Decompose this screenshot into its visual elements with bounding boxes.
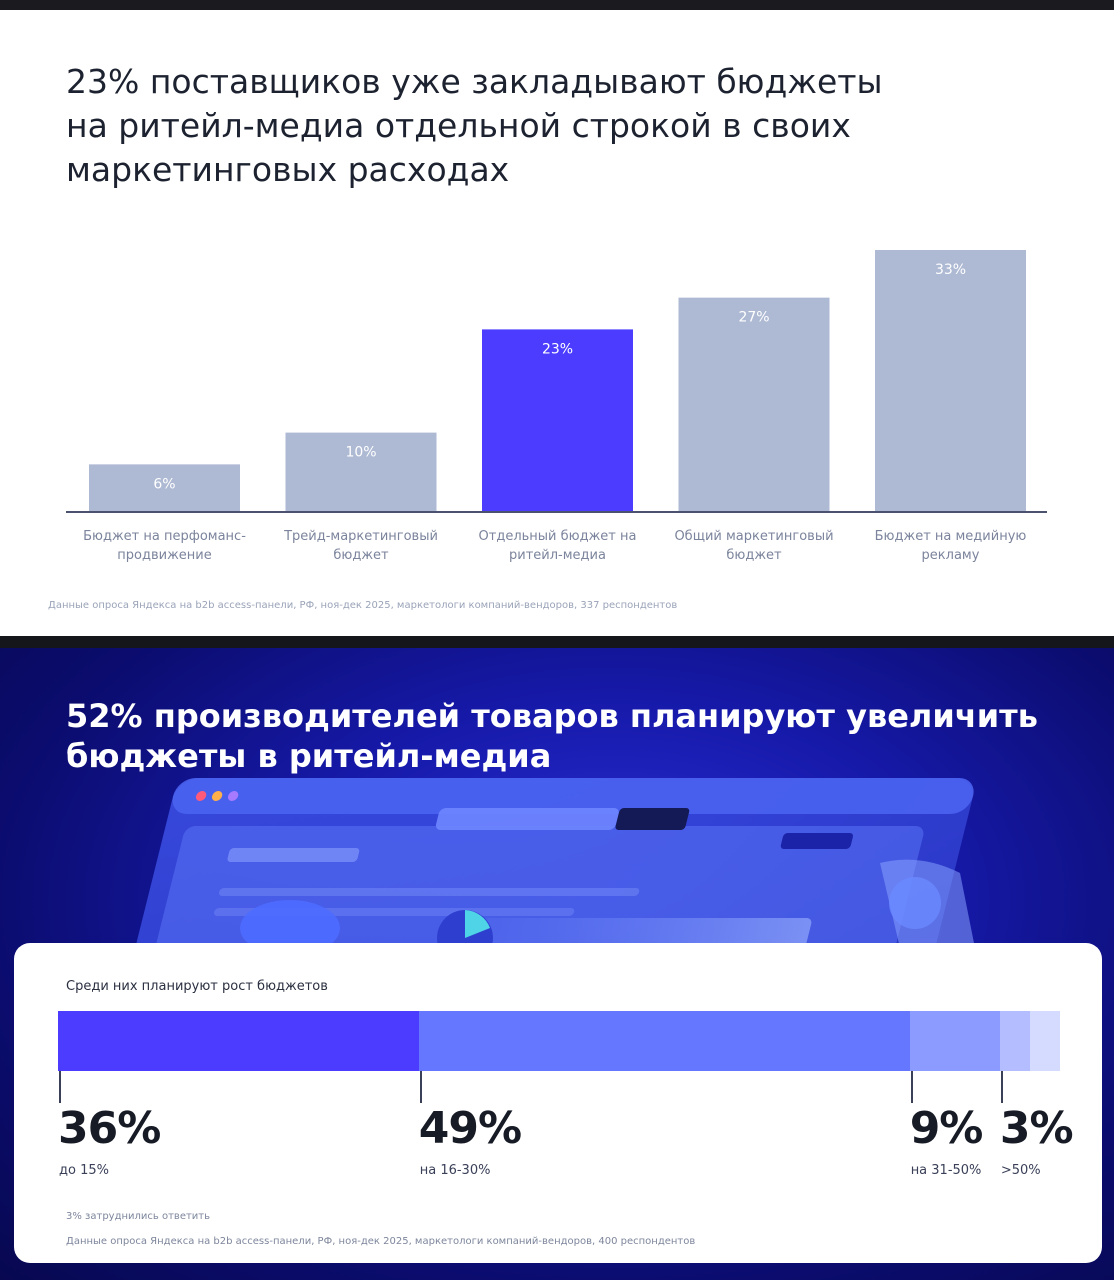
segment-tick — [419, 1071, 422, 1103]
slide-supplier-budgets: 23% поставщиков уже закладывают бюджеты … — [0, 10, 1114, 636]
brand-logo — [227, 848, 360, 862]
title-line: бюджеты в ритейл-медиа — [66, 737, 552, 775]
category-label: Отдельный бюджет на — [479, 529, 637, 544]
segment-percent: 9% — [909, 1103, 984, 1154]
search-bar — [435, 808, 619, 830]
segment-percent: 36% — [58, 1103, 161, 1154]
slide-budget-growth: 52% производителей товаров планируют уве… — [0, 648, 1114, 1280]
card-note: 3% затруднились ответить — [66, 1211, 211, 1222]
card-source-note: Данные опроса Яндекса на b2b access-пане… — [66, 1236, 696, 1247]
bar — [875, 250, 1026, 512]
chart-blob-icon — [240, 900, 340, 956]
growth-card: Среди них планируют рост бюджетов 36% до … — [14, 943, 1102, 1263]
title-line: 23% поставщиков уже закладывают бюджеты — [66, 62, 883, 101]
category-label: Бюджет на медийную — [875, 529, 1027, 544]
category-label: рекламу — [922, 548, 980, 563]
slide1-title: 23% поставщиков уже закладывают бюджеты … — [66, 60, 966, 192]
card-subtitle: Среди них планируют рост бюджетов — [66, 979, 328, 994]
stack-segment — [1029, 1011, 1060, 1071]
slide2-title: 52% производителей товаров планируют уве… — [66, 696, 1066, 776]
category-label: ритейл-медиа — [509, 548, 606, 563]
bar-value-label: 27% — [738, 310, 769, 326]
stack-segment — [58, 1011, 419, 1071]
stacked-bar — [58, 1011, 1060, 1071]
promo-banner — [476, 918, 812, 948]
segment-tick — [1000, 1071, 1003, 1103]
segment-percent: 3% — [999, 1103, 1074, 1154]
window-dot-icon — [195, 791, 207, 801]
slide-divider — [0, 636, 1114, 648]
segment-label: до 15% — [59, 1163, 109, 1178]
segment-tick — [910, 1071, 913, 1103]
bar-value-label: 6% — [153, 476, 175, 492]
bar — [678, 297, 830, 512]
stack-segment — [909, 1011, 1000, 1071]
bar — [482, 329, 633, 512]
top-strip — [0, 0, 1114, 10]
window-dot-icon — [211, 791, 223, 801]
category-label: бюджет — [726, 548, 782, 563]
stack-segment — [999, 1011, 1030, 1071]
category-label: Бюджет на перфоманс- — [83, 529, 246, 544]
search-button — [615, 808, 690, 830]
segment-percent: 49% — [418, 1103, 522, 1154]
title-line: на ритейл-медиа отдельной строкой в свои… — [66, 106, 851, 145]
category-label: продвижение — [117, 548, 211, 563]
title-line: 52% производителей товаров планируют уве… — [66, 697, 1038, 735]
segment-label: на 31-50% — [910, 1163, 982, 1178]
segment-label: >50% — [1000, 1163, 1041, 1178]
budget-bar-chart: 6% Бюджет на перфоманс-продвижение 10% Трей… — [66, 250, 1047, 563]
window-dot-icon — [227, 791, 239, 801]
bar-value-label: 10% — [345, 445, 376, 461]
slide1-source-note: Данные опроса Яндекса на b2b access-пане… — [48, 600, 678, 611]
segment-tick — [59, 1071, 61, 1103]
segment-label: на 16-30% — [419, 1163, 491, 1178]
stack-segment — [418, 1011, 910, 1071]
category-label: Общий маркетинговый — [674, 529, 833, 544]
bar-value-label: 23% — [542, 341, 573, 357]
bar — [89, 464, 240, 512]
bar — [285, 432, 437, 512]
category-label: Трейд-маркетинговый — [283, 529, 438, 544]
bar-value-label: 33% — [935, 262, 966, 278]
category-label: бюджет — [333, 548, 389, 563]
action-button — [780, 833, 853, 849]
title-line: маркетинговых расходах — [66, 150, 510, 189]
